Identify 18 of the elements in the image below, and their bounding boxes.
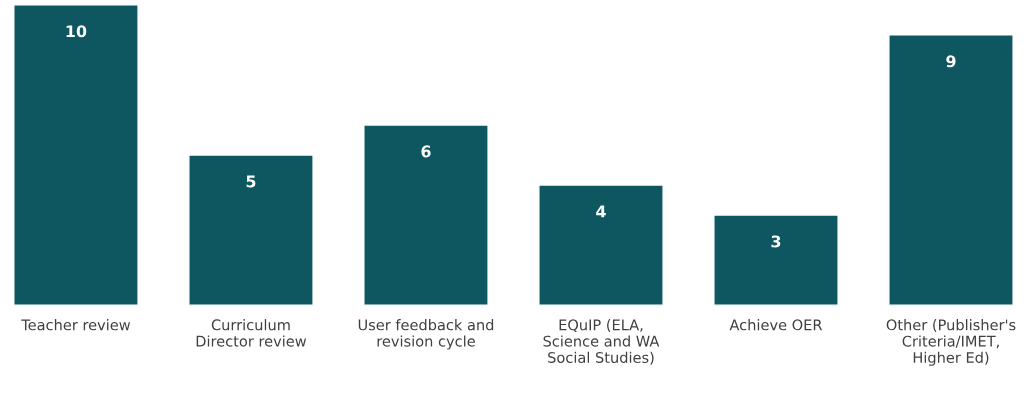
x-tick-label: Achieve OER: [729, 319, 823, 331]
x-tick-label: Other (Publisher's Criteria/IMET, Higher Ed): [886, 319, 1016, 366]
x-tick-label: User feedback and revision cycle: [358, 319, 494, 350]
bar: [538, 184, 664, 306]
data-label: 10: [66, 25, 87, 38]
bar: [188, 154, 314, 306]
bar: [13, 4, 139, 306]
data-label: 6: [421, 145, 431, 158]
x-tick-label: Teacher review: [21, 319, 131, 331]
x-tick-label: Curriculum Director review: [196, 319, 307, 347]
bar: [363, 124, 489, 306]
x-tick-label: EQuIP (ELA, Science and WA Social Studies): [543, 319, 660, 365]
bar: [713, 214, 839, 306]
data-label: 3: [771, 235, 781, 248]
data-label: 4: [596, 205, 606, 218]
data-label: 9: [946, 55, 956, 68]
data-label: 5: [246, 175, 256, 188]
bar: [888, 34, 1014, 306]
